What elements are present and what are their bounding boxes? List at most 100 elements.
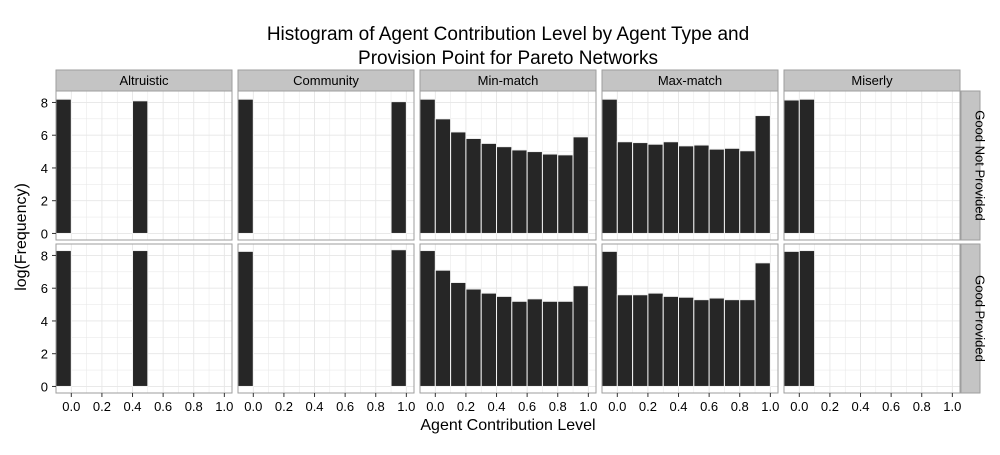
histogram-bar [480, 142, 498, 234]
panel-altruistic-good-provided: 0 2 4 6 8 0.0 0.2 0.4 0.6 0.8 1.0 [41, 243, 233, 414]
y-tick-label: 2 [41, 347, 48, 362]
y-tick-label: 6 [41, 281, 48, 296]
x-tick-label: 0.8 [367, 399, 385, 414]
x-tick-label: 0.6 [154, 399, 172, 414]
histogram-bar [693, 144, 710, 234]
panel-miserly-good-provided: 0.0 0.2 0.4 0.6 0.8 1.0 [783, 243, 961, 414]
histogram-bar [434, 269, 452, 387]
histogram-bar [798, 250, 816, 387]
x-tick-label: 0.2 [639, 399, 657, 414]
chart-title-line-1: Histogram of Agent Contribution Level by… [267, 24, 749, 45]
histogram-bar [678, 145, 695, 234]
histogram-bar [526, 151, 543, 234]
histogram-bar [693, 299, 710, 387]
histogram-bar [541, 300, 559, 387]
histogram-bar [237, 250, 254, 387]
histogram-bar [237, 98, 254, 234]
x-tick-label: 0.0 [244, 399, 262, 414]
x-tick-label: 0.0 [790, 399, 808, 414]
column-strip-label-min-match: Min-match [478, 73, 539, 88]
panel-border [783, 90, 961, 241]
column-strip-label-community: Community [293, 73, 359, 88]
histogram-bar [647, 292, 664, 387]
row-strip-label-good-not-provided: Good Not Provided [973, 110, 988, 221]
histogram-bar [723, 147, 741, 234]
x-tick-label: 0.0 [62, 399, 80, 414]
panel-border [55, 90, 233, 241]
y-axis-label: log(Frequency) [13, 183, 30, 291]
histogram-bar [419, 98, 436, 234]
histogram-bar [496, 146, 513, 234]
histogram-bar [601, 98, 618, 234]
x-tick-label: 0.8 [913, 399, 931, 414]
y-tick-label: 4 [41, 161, 48, 176]
x-tick-label: 0.4 [305, 399, 323, 414]
panel-border [601, 90, 779, 241]
histogram-bar [496, 295, 513, 387]
x-tick-label: 0.2 [275, 399, 293, 414]
x-tick-label: 0.4 [851, 399, 869, 414]
histogram-bar [55, 98, 72, 234]
histogram-bar [390, 101, 407, 234]
x-tick-label: 1.0 [397, 399, 415, 414]
x-tick-label: 0.0 [608, 399, 626, 414]
histogram-bar [798, 98, 816, 234]
histogram-bar [465, 288, 482, 387]
column-strip-label-altruistic: Altruistic [119, 73, 169, 88]
histogram-bar [557, 154, 574, 234]
histogram-bar [662, 141, 680, 234]
histogram-bar [434, 118, 452, 234]
histogram-bar [739, 150, 756, 234]
histogram-bar [601, 250, 618, 387]
x-tick-label: 0.6 [518, 399, 536, 414]
histogram-bar [557, 300, 574, 387]
histogram-bar [708, 148, 725, 234]
row-strip-good-provided [960, 243, 981, 394]
panel-border [419, 90, 597, 241]
column-strip-label-miserly: Miserly [851, 73, 893, 88]
y-tick-label: 0 [41, 226, 48, 241]
x-tick-label: 0.8 [549, 399, 567, 414]
histogram-bar [55, 250, 72, 387]
panel-altruistic-good-not-provided: 0 2 4 6 8 [41, 90, 233, 241]
histogram-bar [783, 99, 800, 234]
x-tick-label: 0.8 [731, 399, 749, 414]
histogram-bar [480, 292, 498, 387]
histogram-bar [541, 153, 559, 234]
panel-background [238, 91, 414, 240]
y-tick-label: 4 [41, 314, 48, 329]
panel-background [238, 244, 414, 393]
x-tick-label: 0.0 [426, 399, 444, 414]
x-tick-label: 0.6 [700, 399, 718, 414]
panel-border [419, 243, 597, 394]
row-strip-label-good-provided: Good Provided [973, 275, 988, 362]
panel-border [55, 243, 233, 394]
histogram-bar [419, 250, 436, 387]
histogram-bar [754, 262, 771, 387]
x-tick-label: 1.0 [215, 399, 233, 414]
histogram-bar [526, 298, 543, 387]
x-tick-label: 1.0 [943, 399, 961, 414]
panel-community-good-provided: 0.0 0.2 0.4 0.6 0.8 1.0 [237, 243, 415, 414]
panel-border [237, 90, 415, 241]
histogram-bar [647, 143, 664, 234]
y-tick-label: 0 [41, 379, 48, 394]
panel-max-match-good-provided: 0.0 0.2 0.4 0.6 0.8 1.0 [601, 243, 779, 414]
histogram-bar [511, 149, 528, 234]
x-tick-label: 1.0 [579, 399, 597, 414]
histogram-bar [616, 294, 634, 387]
histogram-bar [572, 285, 589, 387]
column-strip-label-max-match: Max-match [658, 73, 722, 88]
x-tick-label: 0.8 [185, 399, 203, 414]
y-tick-label: 2 [41, 194, 48, 209]
row-strip-good-not-provided [960, 90, 981, 241]
x-tick-label: 0.6 [882, 399, 900, 414]
histogram-bar [450, 131, 467, 234]
histogram-bar [708, 297, 725, 387]
x-tick-label: 1.0 [761, 399, 779, 414]
histogram-bar [511, 300, 528, 387]
panel-max-match-good-not-provided [601, 90, 779, 241]
histogram-bar [678, 296, 695, 387]
chart-title-line-2: Provision Point for Pareto Networks [358, 48, 658, 69]
histogram-bar [450, 281, 467, 387]
